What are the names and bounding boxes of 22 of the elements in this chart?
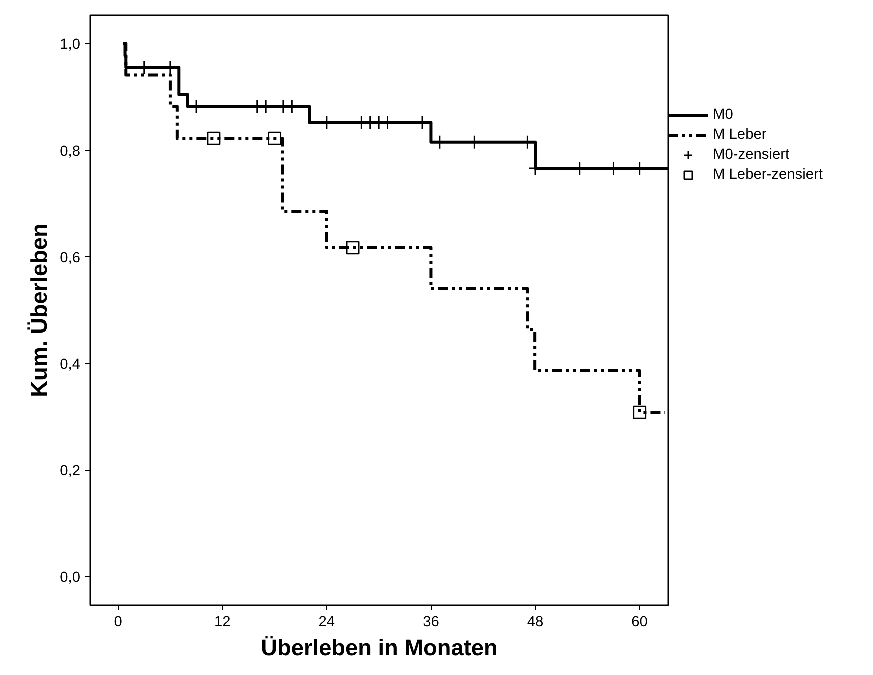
point [346,241,360,255]
y-tick-label: 0,8 [60,144,80,160]
x-tick-label: 0 [114,614,122,630]
legend-label: M0 [713,107,734,123]
x-tick-label: 12 [214,614,231,630]
x-axis-title: Überleben in Monaten [261,634,498,660]
x-tick-label: 36 [423,614,440,630]
legend-label: M Leber [713,127,767,143]
y-tick-label: 1,0 [60,37,80,54]
point [268,132,282,146]
legend-label: M0-zensiert [713,147,790,163]
point [207,132,221,146]
legend-label: M Leber-zensiert [713,167,823,183]
y-tick-label: 0,2 [60,464,80,480]
y-tick-label: 0,4 [60,357,80,374]
x-tick-label: 48 [527,614,544,630]
y-axis-title: Kum. Überleben [26,224,52,398]
x-tick-label: 60 [632,614,648,630]
y-tick-label: 0,6 [60,250,80,266]
point [633,406,647,420]
y-tick-label: 0,0 [60,570,80,586]
x-tick-label: 24 [318,614,336,630]
